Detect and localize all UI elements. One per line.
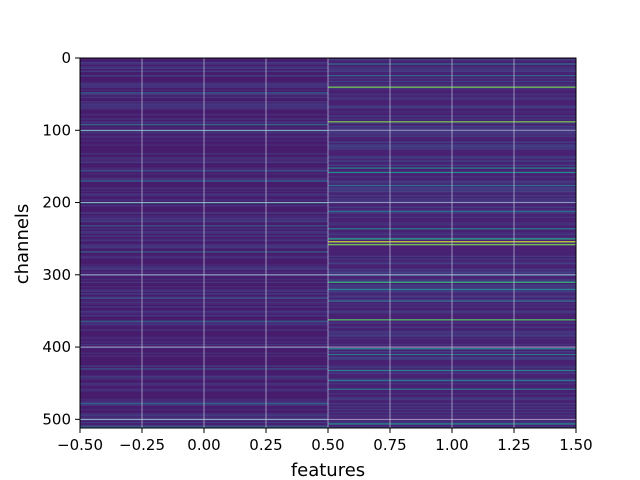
y-tick-label: 400	[42, 338, 71, 356]
x-tick-label: 0.75	[373, 436, 406, 454]
x-tick-label: 0.00	[187, 436, 220, 454]
x-tick-label: −0.50	[57, 436, 103, 454]
x-tick-label: 1.50	[559, 436, 592, 454]
y-tick-label: 0	[61, 49, 71, 67]
x-axis-label: features	[291, 460, 365, 480]
y-tick-label: 500	[42, 410, 71, 428]
x-tick-label: 0.50	[311, 436, 344, 454]
x-tick-label: 1.25	[497, 436, 530, 454]
y-tick-label: 200	[42, 194, 71, 212]
y-tick-label: 100	[42, 121, 71, 139]
x-tick-label: −0.25	[119, 436, 165, 454]
y-axis-label: channels	[12, 204, 33, 285]
y-tick-label: 300	[42, 266, 71, 284]
x-tick-label: 1.00	[435, 436, 468, 454]
y-axis-ticks: 0 100 200 300 400 500	[42, 49, 80, 428]
x-axis-ticks: −0.50 −0.25 0.00 0.25 0.50 0.75 1.00 1.25 1.50	[57, 428, 593, 454]
x-tick-label: 0.25	[249, 436, 282, 454]
